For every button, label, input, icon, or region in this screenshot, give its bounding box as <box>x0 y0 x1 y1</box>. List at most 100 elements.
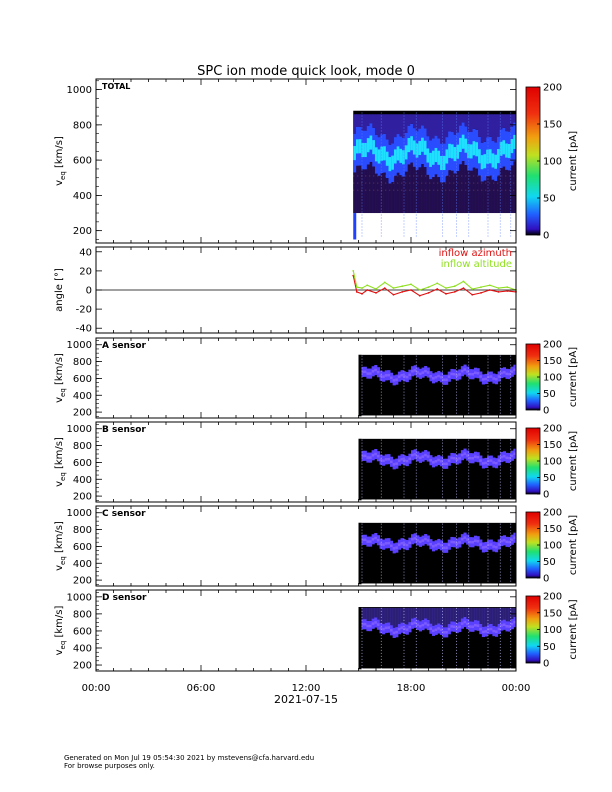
distribution-upper <box>392 607 396 628</box>
distribution-core <box>513 452 517 456</box>
distribution-core <box>387 373 391 377</box>
y-tick-label: 200 <box>73 226 92 237</box>
y-tick-label: 800 <box>73 441 92 452</box>
distribution-core <box>400 373 404 377</box>
distribution-upper <box>411 607 415 619</box>
distribution-core <box>505 456 509 460</box>
distribution-upper <box>396 114 400 135</box>
distribution-core <box>382 459 386 462</box>
distribution-core <box>507 143 512 159</box>
distribution-core <box>405 375 409 379</box>
x-tick-label: 06:00 <box>187 683 216 694</box>
distribution-core <box>426 148 430 163</box>
series-point <box>401 291 404 293</box>
distribution-core <box>379 626 383 630</box>
distribution-lower <box>412 166 417 214</box>
distribution-upper <box>453 114 457 135</box>
distribution-core <box>372 140 376 155</box>
distribution-core <box>395 462 399 465</box>
series-point <box>453 285 456 288</box>
distribution-lower <box>480 181 484 214</box>
colorbar-tick-label: 200 <box>543 424 562 435</box>
y-tick-label: 0 <box>86 286 92 297</box>
distribution-core <box>478 149 482 164</box>
distribution-core <box>426 371 430 374</box>
distribution-core <box>361 142 365 158</box>
distribution-core <box>395 378 399 381</box>
distribution-core <box>455 374 459 377</box>
distribution-upper <box>364 114 368 131</box>
distribution-upper <box>475 114 479 130</box>
distribution-core <box>439 544 443 547</box>
distribution-core <box>458 541 462 544</box>
distribution-lower <box>450 170 455 214</box>
distribution-core <box>468 372 472 376</box>
distribution-core <box>429 458 433 462</box>
distribution-core <box>426 455 430 458</box>
distribution-upper <box>382 607 386 625</box>
distribution-core <box>453 625 457 629</box>
distribution-core <box>455 542 459 545</box>
distribution-lower <box>431 177 436 214</box>
distribution-core <box>471 373 475 376</box>
distribution-upper <box>429 607 433 624</box>
series-point <box>392 293 395 296</box>
distribution-core <box>453 541 457 544</box>
y-tick-label: 600 <box>73 374 92 385</box>
distribution-lower <box>399 175 403 214</box>
panel-label: B sensor <box>102 425 146 435</box>
data-background <box>358 354 516 416</box>
distribution-lower <box>437 177 441 214</box>
distribution-core <box>461 134 465 149</box>
series-point <box>392 287 395 289</box>
distribution-core <box>475 142 479 157</box>
distribution-upper <box>442 114 446 144</box>
chart-title: SPC ion mode quick look, mode 0 <box>197 64 415 79</box>
distribution-lower <box>467 170 471 214</box>
colorbar-tick-label: 50 <box>543 473 556 484</box>
distribution-core <box>403 375 407 378</box>
distribution-core <box>463 452 467 455</box>
distribution-core <box>391 155 395 170</box>
distribution-core <box>463 620 467 624</box>
distribution-core <box>399 148 403 163</box>
distribution-core <box>377 149 381 164</box>
distribution-core <box>418 625 422 628</box>
distribution-lower <box>385 178 390 214</box>
colorbar-tick-label: 200 <box>543 83 562 94</box>
distribution-core <box>464 138 468 153</box>
distribution-upper <box>437 114 441 139</box>
distribution-core <box>379 542 383 545</box>
y-tick-label: 600 <box>73 156 92 167</box>
distribution-core <box>403 543 407 546</box>
distribution-core <box>390 628 394 632</box>
y-tick-label: 600 <box>73 626 92 637</box>
distribution-core <box>384 374 388 377</box>
distribution-core <box>395 630 399 634</box>
distribution-upper <box>450 114 455 133</box>
distribution-upper <box>510 114 514 127</box>
series-point <box>480 291 482 294</box>
distribution-lower <box>364 169 368 214</box>
distribution-upper <box>408 607 412 623</box>
y-tick-label: 1000 <box>67 592 92 603</box>
distribution-upper <box>494 114 498 143</box>
distribution-core <box>429 627 433 630</box>
distribution-core <box>439 460 443 463</box>
distribution-lower <box>421 164 425 214</box>
y-tick-label: -20 <box>76 305 92 316</box>
distribution-core <box>369 456 373 459</box>
distribution-core <box>489 375 493 378</box>
colorbar-tick-label: 0 <box>543 231 549 242</box>
colorbar-tick-label: 50 <box>543 194 556 205</box>
distribution-upper <box>390 607 394 626</box>
distribution-core <box>484 630 488 633</box>
distribution-upper <box>466 607 470 619</box>
distribution-upper <box>355 114 360 127</box>
distribution-core <box>474 623 478 627</box>
distribution-upper <box>476 607 480 621</box>
distribution-core <box>437 458 441 462</box>
series-point <box>471 293 474 296</box>
distribution-core <box>361 538 365 542</box>
distribution-upper <box>366 607 370 621</box>
